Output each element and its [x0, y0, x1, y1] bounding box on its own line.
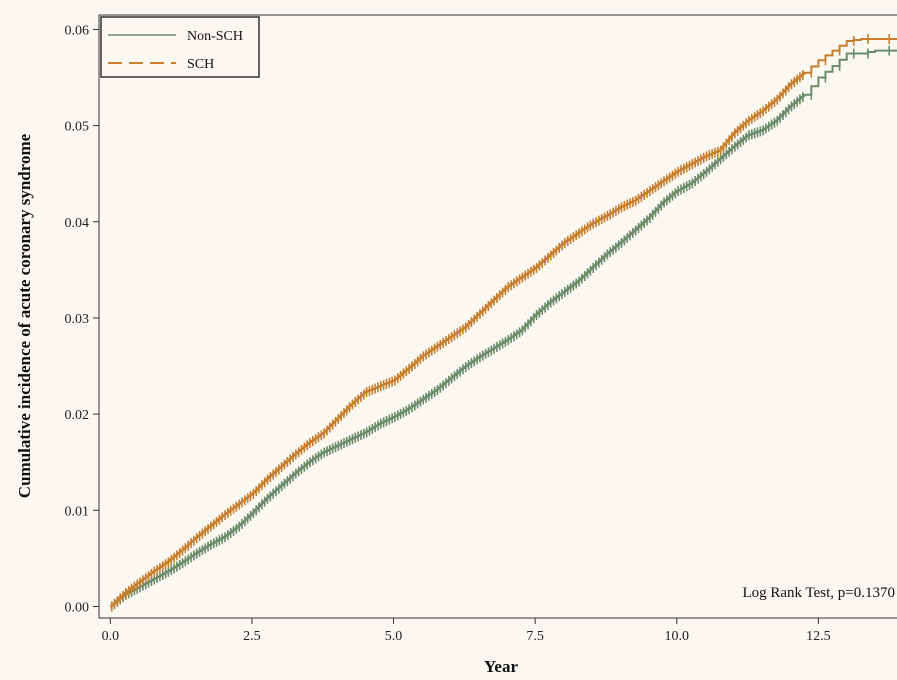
y-tick-label: 0.05: [65, 120, 90, 135]
censor-marks-non-sch: [110, 45, 890, 612]
y-tick-label: 0.00: [65, 600, 90, 615]
censor-marks-sch: [110, 34, 890, 612]
legend: Non-SCH SCH: [100, 16, 260, 78]
x-tick-label: 0.0: [102, 629, 120, 644]
x-tick-label: 5.0: [385, 629, 403, 644]
legend-label-non-sch: Non-SCH: [187, 29, 243, 44]
x-tick-label: 2.5: [243, 629, 261, 644]
x-tick-label: 7.5: [526, 629, 544, 644]
x-tick-label: 12.5: [806, 629, 831, 644]
log-rank-annotation: Log Rank Test, p=0.1370: [742, 585, 895, 601]
x-tick-label: 10.0: [665, 629, 690, 644]
y-tick-label: 0.01: [65, 504, 90, 519]
y-ticks: 0.00 0.01 0.02 0.03 0.04 0.05 0.06: [65, 23, 99, 615]
y-tick-label: 0.02: [65, 408, 90, 423]
y-tick-label: 0.04: [65, 216, 90, 231]
y-axis-title: Cumulative incidence of acute coronary s…: [15, 133, 34, 498]
legend-label-sch: SCH: [187, 57, 214, 72]
x-ticks: 0.0 2.5 5.0 7.5 10.0 12.5: [102, 618, 831, 644]
y-tick-label: 0.03: [65, 312, 90, 327]
plot-area: [99, 15, 897, 618]
x-axis-title: Year: [484, 657, 518, 676]
y-tick-label: 0.06: [65, 23, 90, 38]
series-layer: [110, 34, 897, 612]
legend-box: [100, 16, 260, 78]
